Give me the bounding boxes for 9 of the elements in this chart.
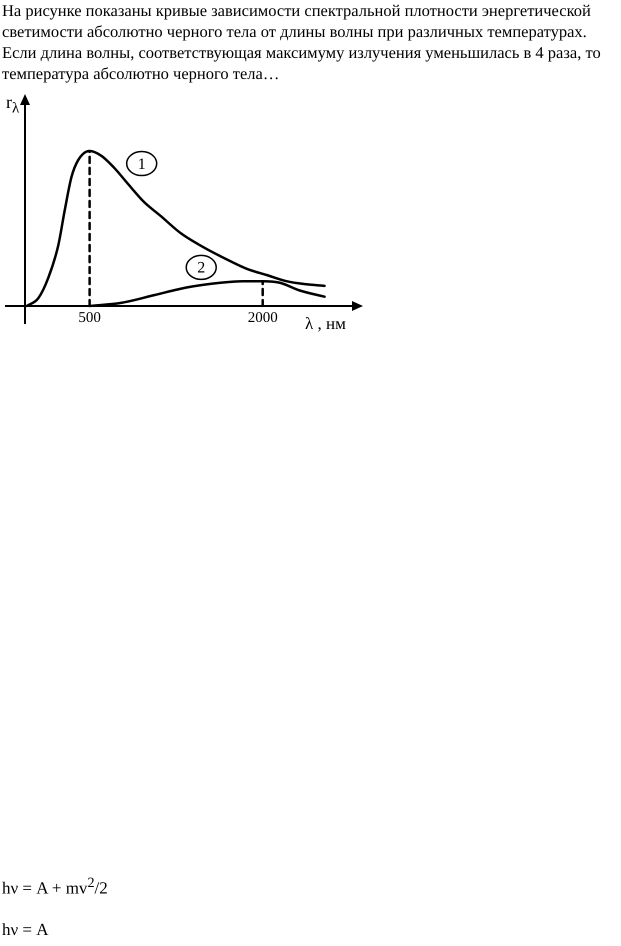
chart-title: На рисунке показаны кривые зависимости спектральной плотности энергетической светимости абсолютно черного тела от длины волны при различных температурах. Если длина волны, соответствующая максимуму излучения уменьшилась в 4 раза, то температура абсолютно черного тела… — [2, 0, 602, 84]
x-tick-label: 2000 — [248, 310, 278, 326]
series-label: 1 — [138, 156, 146, 173]
y-axis-title: r$_{λ}$ — [6, 92, 20, 118]
text: hν = A — [2, 920, 49, 940]
x-tick-label: 500 — [78, 310, 101, 326]
x-axis-title: λ , нм — [305, 314, 346, 334]
text: hν = A + mv$^{2}$/2 — [2, 875, 108, 899]
series-label: 2 — [197, 260, 206, 277]
